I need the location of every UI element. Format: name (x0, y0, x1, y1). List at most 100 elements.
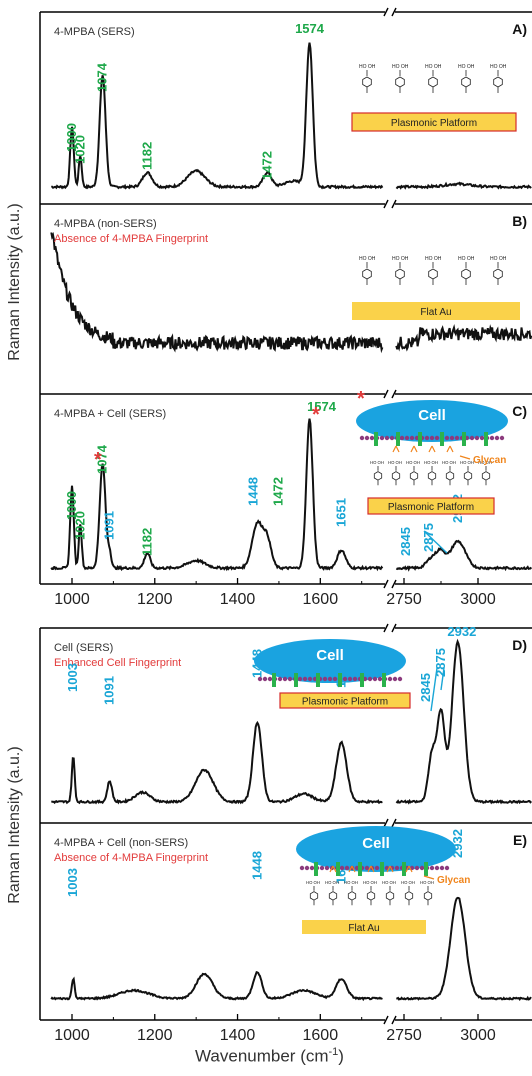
membrane-lipid (374, 865, 380, 871)
membrane-lipid (309, 865, 315, 871)
peak-arrow (440, 667, 445, 691)
panel-letter: C) (512, 403, 527, 419)
spectrum-line-left (51, 720, 383, 805)
axis-break-gap (385, 817, 395, 829)
glycan-mark (405, 865, 413, 873)
membrane-lipid (449, 435, 455, 441)
x-axis-label: Wavenumber (cm-1) (195, 1046, 344, 1067)
molecule-label: HO OH (401, 880, 415, 885)
peak-label: 1574 (295, 21, 325, 36)
membrane-protein (462, 432, 466, 446)
glycan-arrow (423, 875, 435, 880)
molecule-ring (463, 471, 473, 481)
molecule-label: HO OH (344, 880, 358, 885)
peak-label: 2875 (421, 523, 436, 552)
membrane-protein (382, 673, 386, 687)
membrane-protein (424, 862, 428, 876)
molecule-label: HO OH (392, 256, 409, 262)
molecule-label: HO OH (388, 460, 402, 465)
x-tick-label: 1200 (137, 1027, 173, 1044)
membrane-lipid (414, 865, 420, 871)
membrane-protein (336, 862, 340, 876)
peak-label: 2875 (433, 648, 448, 677)
axis-break-gap (385, 1014, 395, 1026)
x-tick-label: 3000 (460, 591, 496, 608)
peak-arrow (423, 530, 448, 554)
molecule-label: HO OH (490, 64, 507, 70)
membrane-lipid (319, 865, 325, 871)
membrane-lipid (302, 676, 308, 682)
cell-graphic: Cell (296, 826, 456, 876)
x-tick-label: 1600 (303, 1027, 339, 1044)
x-axis-label-sup: -1 (328, 1046, 339, 1058)
spectrum-line-right (395, 638, 532, 805)
substrate-label: Flat Au (420, 307, 451, 318)
molecule-label: HO OH (325, 880, 339, 885)
membrane-protein (402, 862, 406, 876)
substrate-label: Plasmonic Platform (302, 697, 388, 708)
membrane-lipid (267, 676, 273, 682)
molecule-ring (395, 76, 405, 88)
membrane-lipid (257, 676, 263, 682)
peak-label: 1074 (95, 444, 110, 474)
axis-break-mark (383, 818, 397, 828)
peak-label: 2845 (418, 673, 433, 702)
panel-title: 4-MPBA + Cell (non-SERS) (54, 837, 188, 849)
axis-break-gap (385, 578, 395, 590)
inset-molecules-a: HO OH HO OH HO OH HO OH HO OH (359, 64, 507, 93)
substrate-rect (279, 692, 411, 709)
membrane-lipid (277, 676, 283, 682)
glycan-mark (329, 865, 337, 873)
peak-arrow (430, 667, 438, 712)
glycan-mark (392, 445, 400, 453)
peak-label: 1091 (102, 511, 117, 540)
spectrum-line-right (396, 896, 532, 1002)
spectrum-line-right (395, 323, 532, 352)
molecule-ring (309, 891, 319, 901)
spectrum-line-right (395, 539, 532, 572)
substrate-rect (302, 920, 426, 934)
glycan-label: Glycan (473, 455, 506, 466)
panel-title: 4-MPBA + Cell (SERS) (54, 408, 166, 420)
molecule-ring (493, 76, 503, 88)
membrane-lipid (364, 435, 370, 441)
peak-label: 1472 (259, 151, 274, 180)
peak-label: 2932 (447, 624, 476, 639)
panel-subtitle: Enhanced Cell Fingerprint (54, 657, 181, 669)
panel-title: Cell (SERS) (54, 642, 113, 654)
axis-break-mark (383, 579, 397, 589)
peak-label: 1074 (95, 62, 110, 92)
membrane-lipid (434, 435, 440, 441)
x-axis-label-main: Wavenumber (cm (195, 1046, 329, 1066)
membrane-lipid (359, 435, 365, 441)
peak-label: 1020 (72, 135, 87, 164)
molecule-ring (481, 471, 491, 481)
membrane-lipid (372, 676, 378, 682)
molecule-ring (347, 891, 357, 901)
membrane-lipid (299, 865, 305, 871)
x-tick-label: 1400 (220, 1027, 256, 1044)
membrane-lipid (404, 435, 410, 441)
membrane-lipid (384, 435, 390, 441)
inset-molecules-b: HO OH HO OH HO OH HO OH HO OH (359, 256, 507, 285)
peak-label: 1091 (102, 676, 117, 705)
molecule-label: HO OH (458, 256, 475, 262)
membrane-lipid (377, 676, 383, 682)
y-axis-label-top: Raman Intensity (a.u.) (6, 203, 23, 361)
cell-label: Cell (418, 407, 446, 424)
molecule-label: HO OH (458, 64, 475, 70)
membrane-lipid (339, 865, 345, 871)
membrane-protein (380, 862, 384, 876)
membrane-lipid (474, 435, 480, 441)
molecule-ring (409, 471, 419, 481)
spectrum-line-left (50, 418, 384, 572)
peak-label: 1448 (245, 477, 260, 506)
membrane-lipid (479, 435, 485, 441)
membrane-lipid (489, 435, 495, 441)
molecule-label: HO OH (442, 460, 456, 465)
molecule-ring (428, 76, 438, 88)
membrane-lipid (419, 865, 425, 871)
membrane-lipid (444, 435, 450, 441)
molecule-label: HO OH (425, 64, 442, 70)
